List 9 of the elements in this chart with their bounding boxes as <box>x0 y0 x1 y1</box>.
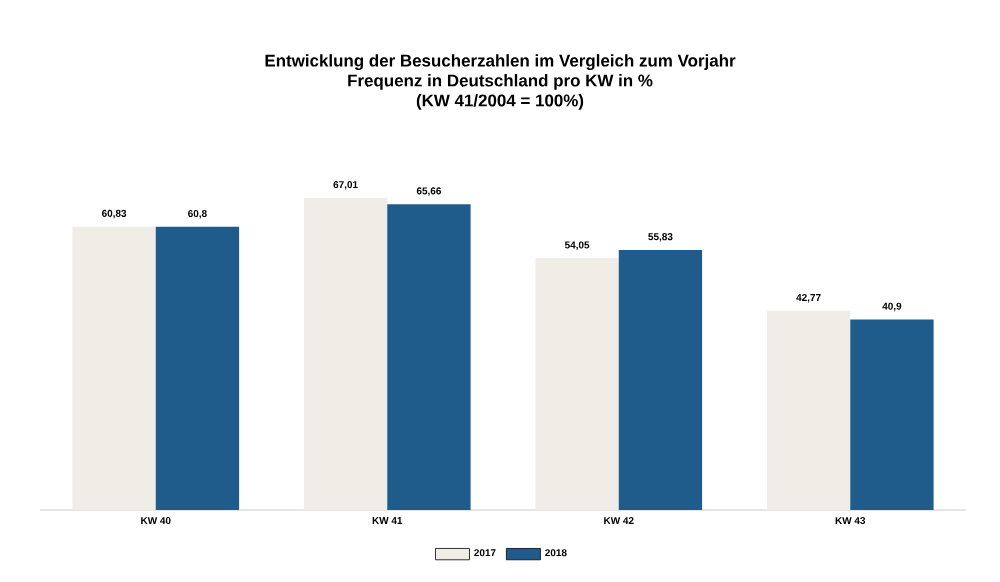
bar <box>535 258 619 510</box>
bar <box>155 226 240 510</box>
bar <box>72 226 156 510</box>
bar <box>850 319 934 510</box>
bar <box>303 197 388 510</box>
bar <box>618 250 703 510</box>
chart-title: Entwicklung der Besucherzahlen im Vergleich zum Vorjahr Frequenz in Deutschland pro KW in % (KW 41/2004 = 100%) <box>265 54 736 110</box>
bar <box>766 310 851 510</box>
bar <box>387 204 471 510</box>
